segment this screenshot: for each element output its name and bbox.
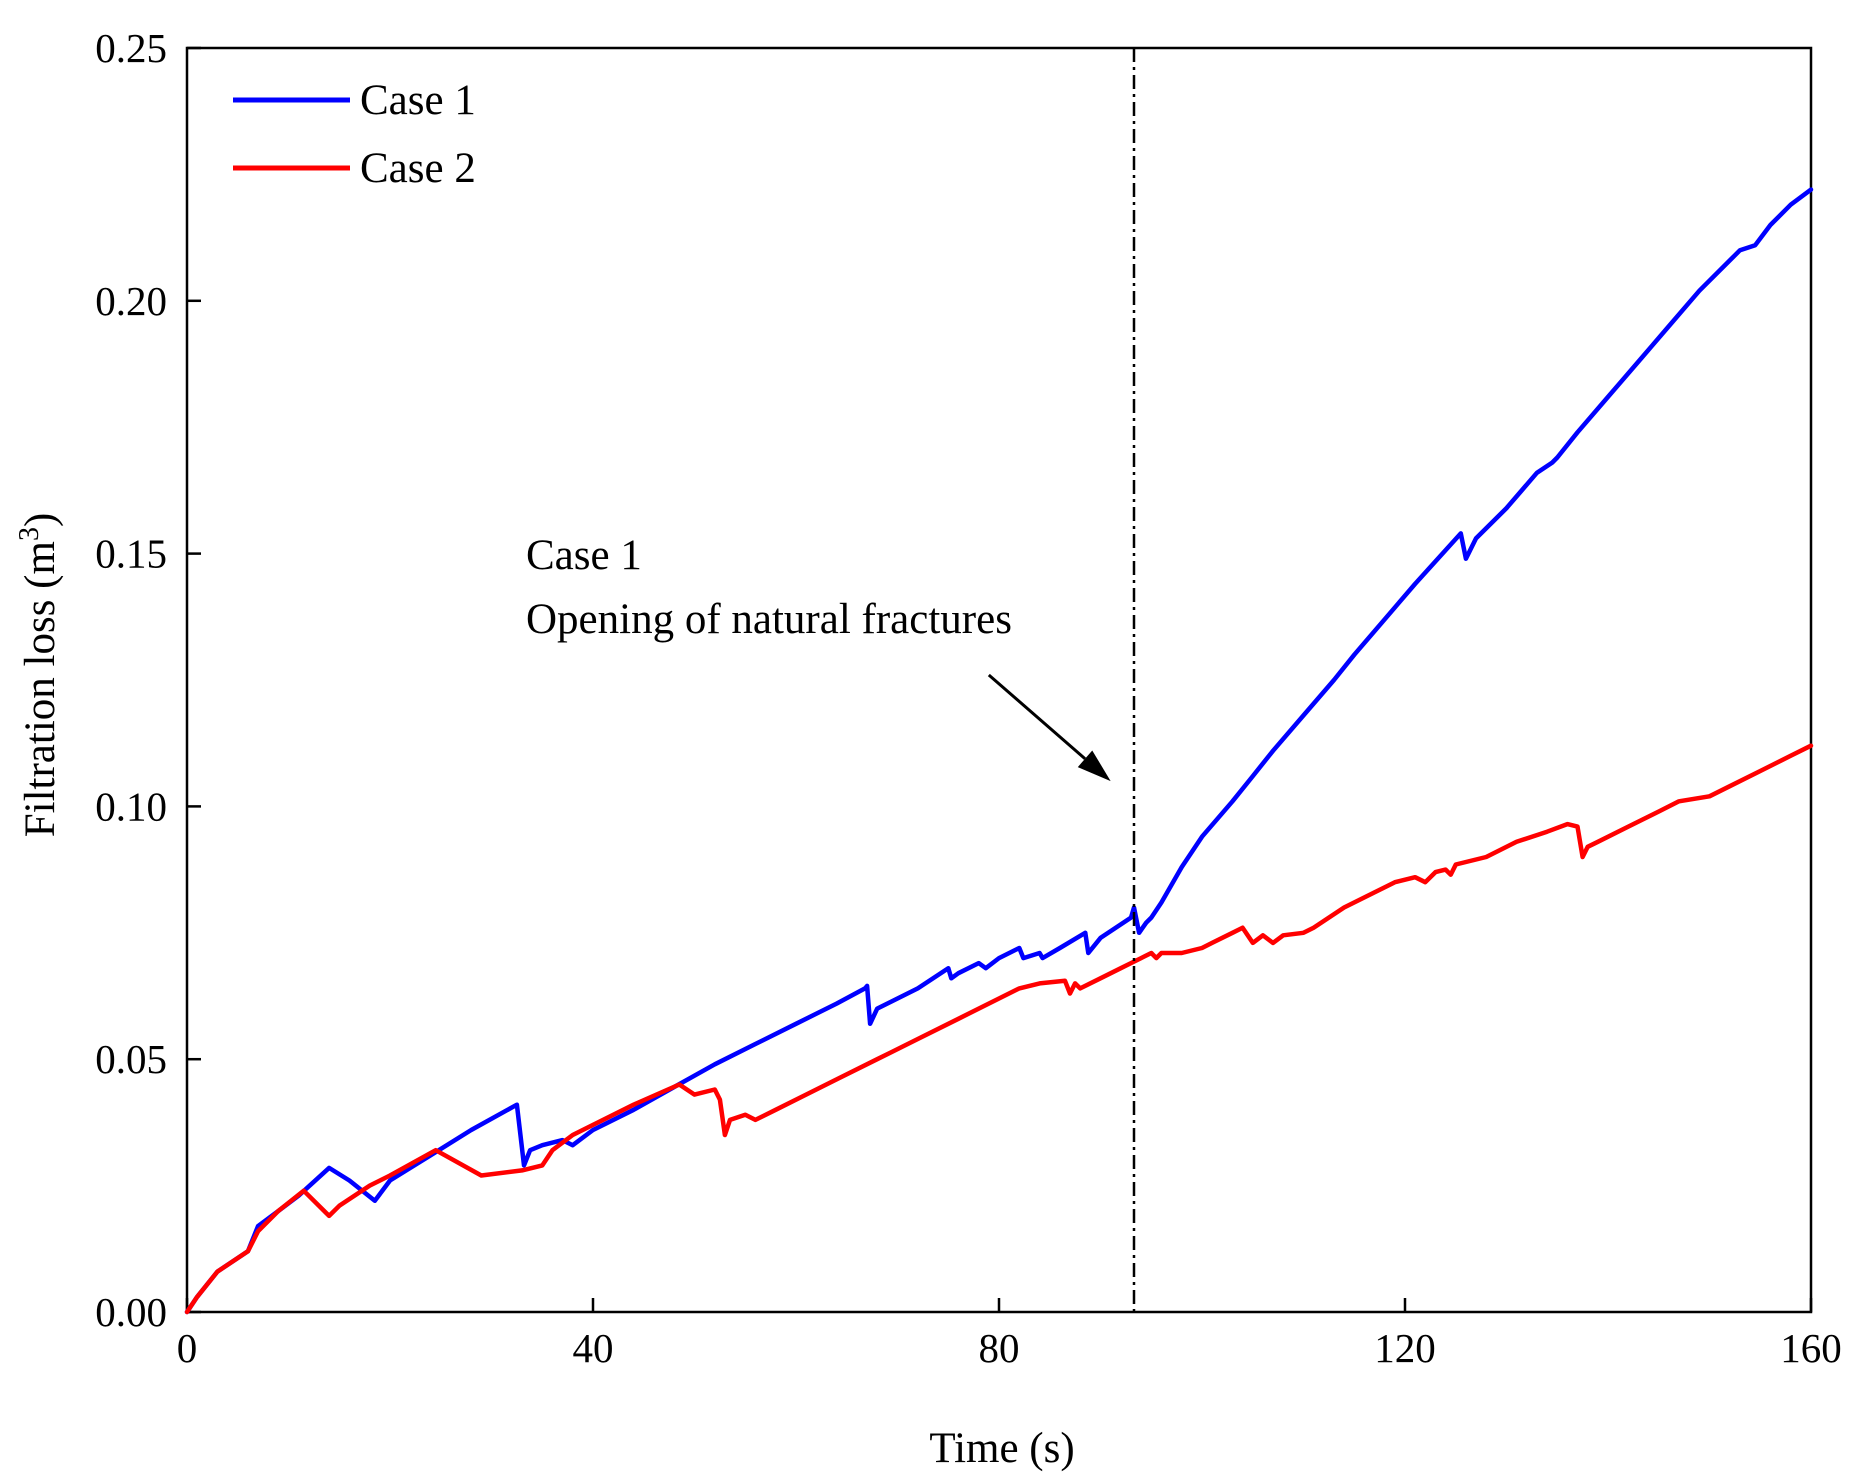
y-tick-label: 0.15 bbox=[95, 531, 167, 577]
axis-tick-labels: 0 40 80 120 160 0.00 0.05 0.10 0.15 0.20 0.25 bbox=[95, 25, 1842, 1371]
series-line-case-2 bbox=[184, 743, 1814, 1315]
y-tick-label: 0.10 bbox=[95, 783, 167, 829]
y-axis-title-suffix: ) bbox=[17, 513, 64, 527]
y-tick-label: 0.25 bbox=[95, 25, 167, 71]
annotation-line-1: Case 1 bbox=[526, 532, 642, 579]
plot-frame bbox=[185, 46, 1813, 1314]
y-tick-label: 0.20 bbox=[95, 278, 167, 324]
y-tick-label: 0.05 bbox=[95, 1036, 167, 1082]
legend-label-case-1: Case 1 bbox=[360, 77, 476, 124]
x-tick-label: 40 bbox=[573, 1325, 614, 1371]
series-lines bbox=[184, 187, 1814, 1315]
axis-ticks bbox=[185, 46, 1813, 1314]
x-tick-label: 160 bbox=[1780, 1325, 1842, 1371]
annotation: Case 1 Opening of natural fractures bbox=[526, 532, 1111, 782]
annotation-line-2: Opening of natural fractures bbox=[526, 596, 1012, 643]
x-tick-label: 120 bbox=[1374, 1325, 1436, 1371]
x-tick-label: 80 bbox=[979, 1325, 1020, 1371]
series-line-case-1 bbox=[184, 187, 1814, 1315]
y-axis-title-main: Filtration loss (m bbox=[17, 541, 64, 837]
annotation-arrowhead bbox=[1077, 750, 1111, 782]
y-tick-label: 0.00 bbox=[95, 1289, 167, 1335]
plot-area-border bbox=[185, 46, 1813, 1314]
x-axis-title: Time (s) bbox=[929, 1425, 1074, 1472]
y-axis-title-superscript: 3 bbox=[14, 527, 45, 541]
legend: Case 1 Case 2 bbox=[233, 77, 476, 192]
x-tick-label: 0 bbox=[177, 1325, 198, 1371]
annotation-arrow bbox=[987, 673, 1087, 760]
y-axis-title: Filtration loss (m3) bbox=[14, 513, 64, 838]
legend-label-case-2: Case 2 bbox=[360, 145, 476, 192]
